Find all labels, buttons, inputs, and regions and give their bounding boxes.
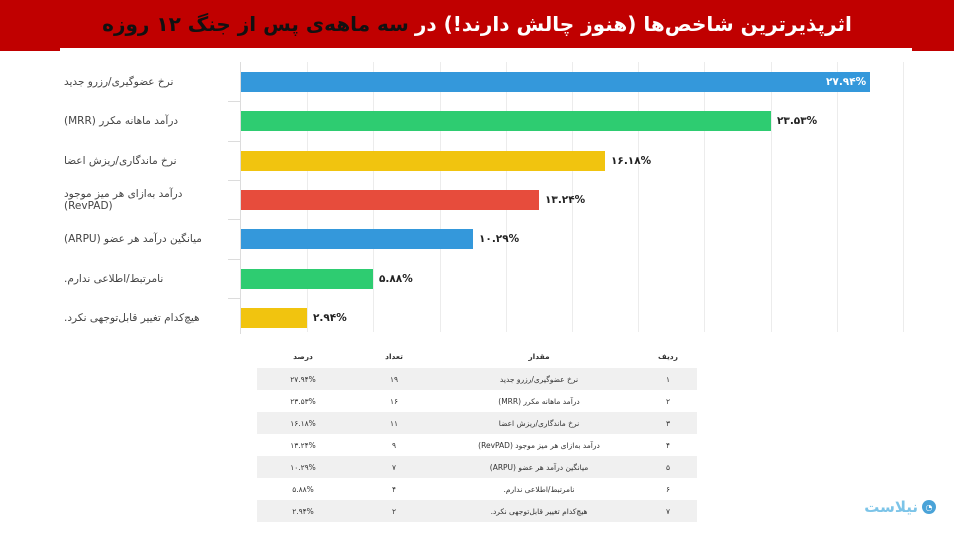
bar bbox=[241, 72, 870, 92]
bar-value-label: ۲۳.۵۳% bbox=[777, 115, 818, 128]
header-rank: ردیف bbox=[658, 351, 678, 361]
cell-count: ۱۱ bbox=[389, 418, 399, 428]
cell-rank: ۴ bbox=[665, 440, 671, 450]
cell-count: ۱۹ bbox=[389, 374, 399, 384]
page-title: اثرپذیرترین شاخص‌ها (هنوز چالش دارند!) د… bbox=[0, 0, 954, 48]
data-table: ردیف مقدار تعداد درصد ۱ نرخ عضوگیری/رزرو … bbox=[257, 344, 697, 522]
category-separator bbox=[228, 140, 240, 142]
bar-value-label: ۲۷.۹۴% bbox=[826, 76, 867, 88]
cell-pct: ۱۰.۲۹% bbox=[290, 462, 316, 472]
bar-chart: نرخ عضوگیری/رزرو جدید ۲۷.۹۴% درآمد ماهانه … bbox=[60, 52, 905, 338]
chart-row: نامرتبط/اطلاعی ندارم. ۵.۸۸% bbox=[60, 259, 894, 299]
bar bbox=[241, 189, 539, 210]
gridline bbox=[638, 62, 640, 332]
category-label: درآمد به‌ازای هر میز موجود (RevPAD) bbox=[64, 187, 183, 212]
bar-value-label: ۲.۹۴% bbox=[313, 311, 347, 324]
table-row: ۶ نامرتبط/اطلاعی ندارم. ۴ ۵.۸۸% bbox=[257, 478, 697, 500]
title-bar-edge-right bbox=[912, 48, 954, 51]
cell-count: ۷ bbox=[391, 462, 397, 472]
gridline bbox=[836, 62, 838, 332]
cell-label: نرخ ماندگاری/ریزش اعضا bbox=[498, 418, 580, 428]
table-row: ۷ هیچ‌کدام تغییر قابل‌توجهی نکرد. ۲ ۲.۹۴% bbox=[257, 500, 697, 522]
title-part-black: سه ماهه‌ی پس از جنگ ۱۲ روزه bbox=[102, 12, 409, 36]
bar bbox=[241, 111, 771, 132]
category-separator bbox=[228, 179, 240, 181]
table-header-row: ردیف مقدار تعداد درصد bbox=[257, 344, 697, 368]
bar bbox=[241, 229, 473, 250]
chart-row: هیچ‌کدام تغییر قابل‌توجهی نکرد. ۲.۹۴% bbox=[60, 298, 894, 338]
table-row: ۴ درآمد به‌ازای هر میز موجود (RevPAD) ۹ ۱۳.… bbox=[257, 434, 697, 456]
logo-circle-icon: ◔ bbox=[922, 500, 936, 514]
category-label: درآمد ماهانه مکرر (MRR) bbox=[64, 115, 179, 128]
cell-label: هیچ‌کدام تغییر قابل‌توجهی نکرد. bbox=[490, 506, 588, 516]
table-row: ۳ نرخ ماندگاری/ریزش اعضا ۱۱ ۱۶.۱۸% bbox=[257, 412, 697, 434]
cell-label: درآمد ماهانه مکرر (MRR) bbox=[498, 396, 580, 406]
bar-value-label: ۱۳.۲۴% bbox=[545, 193, 586, 206]
title-part-white: اثرپذیرترین شاخص‌ها (هنوز چالش دارند!) د… bbox=[414, 12, 852, 36]
cell-pct: ۲۳.۵۳% bbox=[290, 396, 316, 406]
cell-pct: ۱۶.۱۸% bbox=[290, 418, 316, 428]
cell-rank: ۳ bbox=[665, 418, 671, 428]
cell-pct: ۲.۹۴% bbox=[292, 506, 314, 516]
cell-count: ۴ bbox=[391, 484, 397, 494]
header-pct: درصد bbox=[293, 351, 313, 361]
y-axis-line bbox=[240, 62, 241, 334]
chart-row: درآمد ماهانه مکرر (MRR) ۲۳.۵۳% bbox=[60, 101, 894, 141]
chart-row: نرخ عضوگیری/رزرو جدید ۲۷.۹۴% bbox=[60, 62, 894, 102]
cell-count: ۱۶ bbox=[389, 396, 399, 406]
cell-rank: ۵ bbox=[665, 462, 671, 472]
cell-pct: ۵.۸۸% bbox=[292, 484, 314, 494]
bar bbox=[241, 268, 373, 289]
category-label: نرخ عضوگیری/رزرو جدید bbox=[64, 76, 174, 88]
gridline bbox=[903, 62, 905, 332]
header-label: مقدار bbox=[528, 351, 550, 361]
category-separator bbox=[228, 258, 240, 260]
cell-rank: ۲ bbox=[665, 396, 671, 406]
category-separator bbox=[228, 101, 240, 103]
cell-pct: ۱۳.۲۴% bbox=[290, 440, 316, 450]
logo-text: نیلاست bbox=[864, 498, 918, 516]
cell-label: نامرتبط/اطلاعی ندارم. bbox=[503, 484, 575, 494]
cell-label: نرخ عضوگیری/رزرو جدید bbox=[499, 374, 579, 384]
cell-pct: ۲۷.۹۴% bbox=[290, 374, 316, 384]
category-label: هیچ‌کدام تغییر قابل‌توجهی نکرد. bbox=[64, 311, 200, 324]
cell-count: ۹ bbox=[391, 440, 397, 450]
cell-label: درآمد به‌ازای هر میز موجود (RevPAD) bbox=[478, 440, 600, 450]
gridline bbox=[704, 62, 706, 332]
category-separator bbox=[228, 219, 240, 221]
brand-logo: ◔ نیلاست bbox=[836, 496, 936, 518]
table-row: ۲ درآمد ماهانه مکرر (MRR) ۱۶ ۲۳.۵۳% bbox=[257, 390, 697, 412]
bar-value-label: ۱۰.۲۹% bbox=[479, 233, 520, 246]
chart-row: نرخ ماندگاری/ریزش اعضا ۱۶.۱۸% bbox=[60, 141, 894, 181]
cell-count: ۲ bbox=[391, 506, 397, 516]
table-row: ۵ میانگین درآمد هر عضو (ARPU) ۷ ۱۰.۲۹% bbox=[257, 456, 697, 478]
cell-rank: ۷ bbox=[665, 506, 671, 516]
bar bbox=[241, 150, 605, 171]
chart-row: درآمد به‌ازای هر میز موجود (RevPAD) ۱۳.۲۴… bbox=[60, 180, 894, 220]
cell-rank: ۶ bbox=[665, 484, 671, 494]
chart-row: میانگین درآمد هر عضو (ARPU) ۱۰.۲۹% bbox=[60, 219, 894, 259]
bar-value-label: ۵.۸۸% bbox=[379, 272, 413, 285]
cell-label: میانگین درآمد هر عضو (ARPU) bbox=[489, 462, 589, 472]
category-label: نامرتبط/اطلاعی ندارم. bbox=[64, 272, 164, 285]
category-separator bbox=[228, 297, 240, 299]
cell-rank: ۱ bbox=[665, 374, 671, 384]
bar bbox=[241, 307, 307, 328]
category-label: نرخ ماندگاری/ریزش اعضا bbox=[64, 154, 177, 167]
bar-value-label: ۱۶.۱۸% bbox=[611, 154, 652, 167]
category-label: میانگین درآمد هر عضو (ARPU) bbox=[64, 233, 202, 246]
title-bar-edge-left bbox=[0, 48, 60, 51]
header-count: تعداد bbox=[385, 351, 403, 361]
gridline bbox=[572, 62, 574, 332]
gridline bbox=[770, 62, 772, 332]
table-row: ۱ نرخ عضوگیری/رزرو جدید ۱۹ ۲۷.۹۴% bbox=[257, 368, 697, 390]
